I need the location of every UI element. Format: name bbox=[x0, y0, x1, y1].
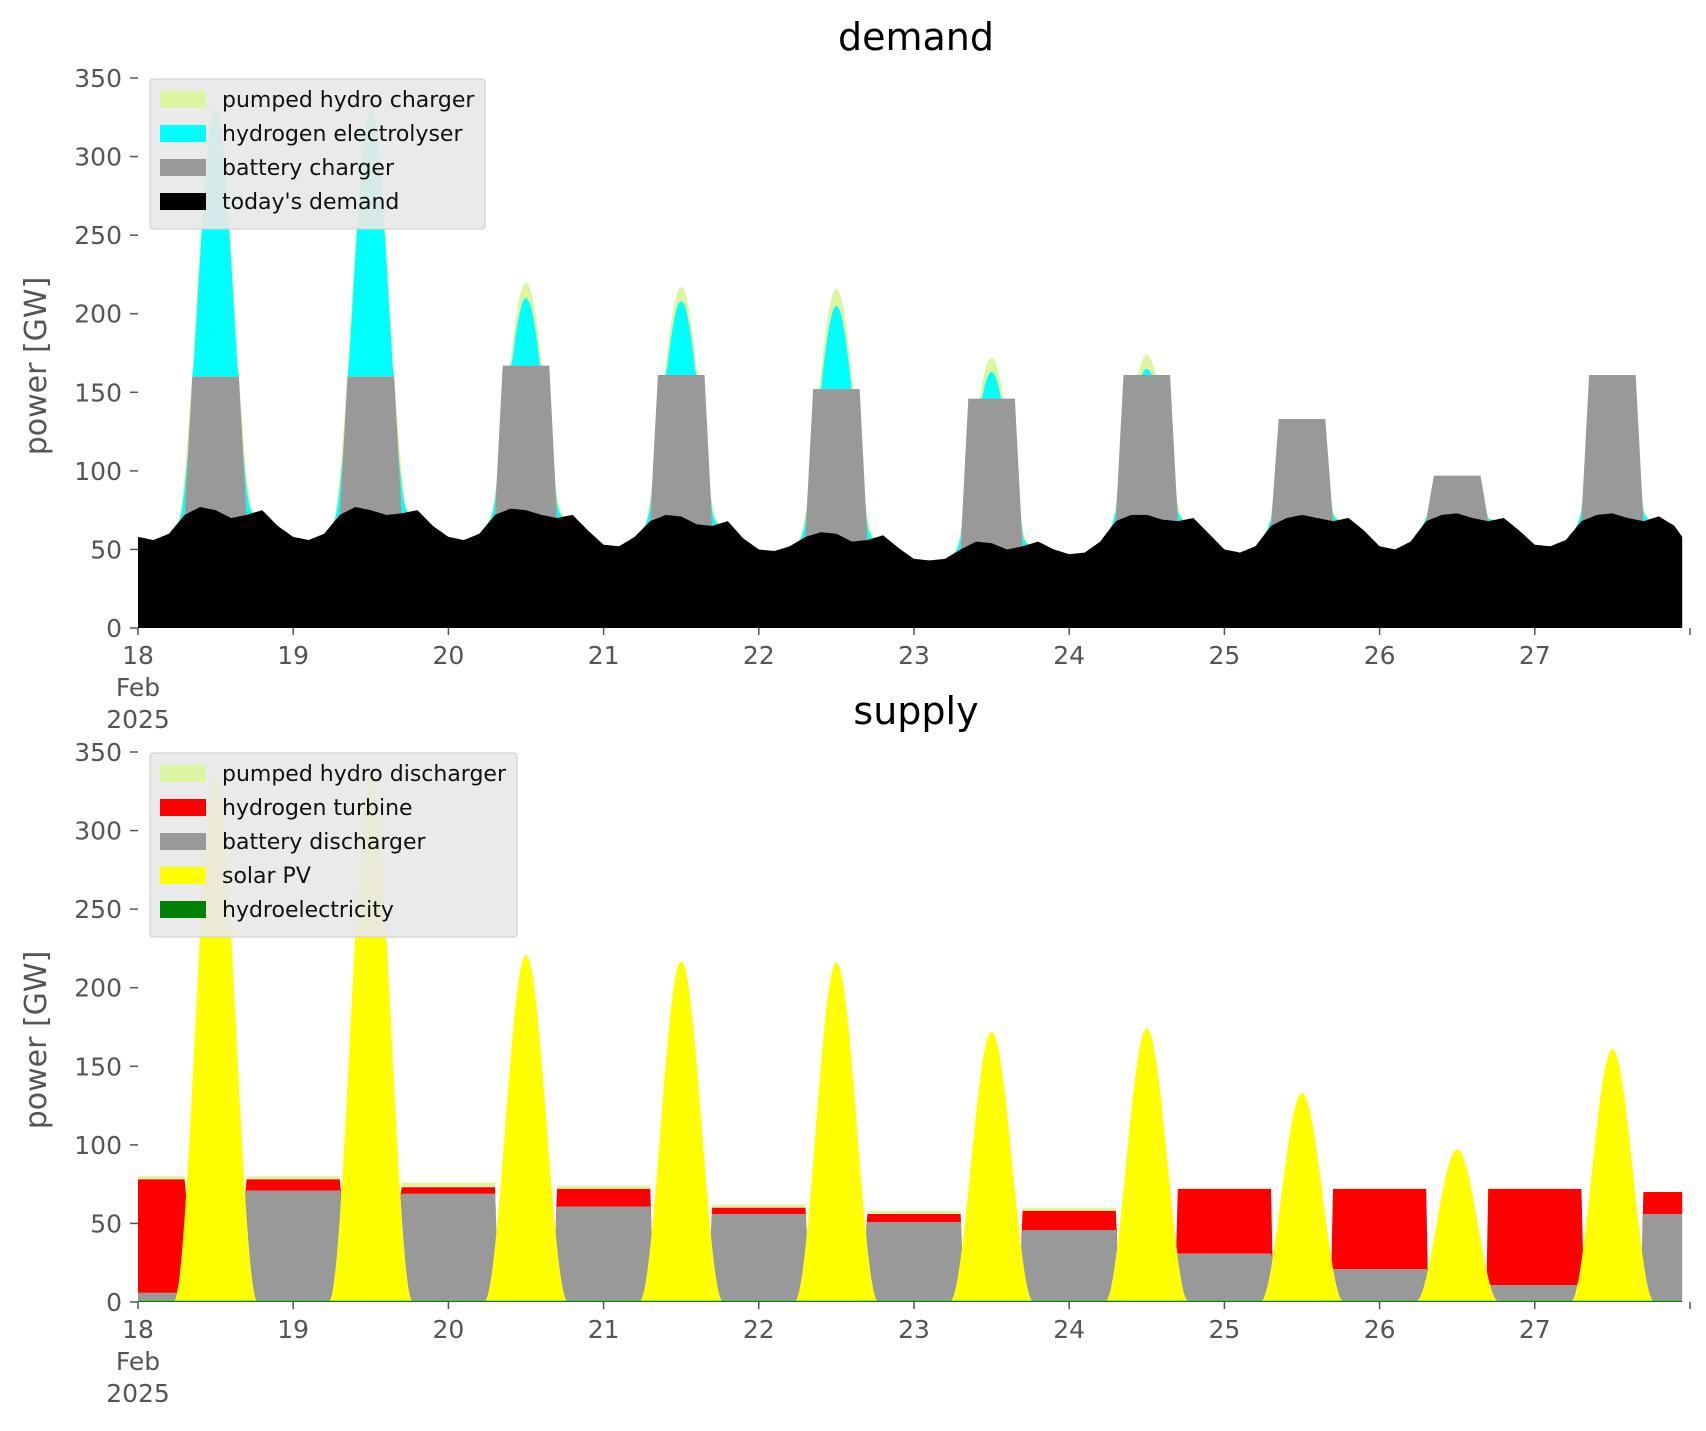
solar-pv-area bbox=[138, 775, 1683, 1301]
y-tick-label: 0 bbox=[106, 614, 122, 643]
axes: 0 50 100 150 200 250 300 350 18 Feb 2025 19 20 21 22 23… bbox=[74, 738, 1691, 1408]
hydroelectricity-area bbox=[138, 1300, 1683, 1302]
x-tick-label: Feb bbox=[116, 673, 160, 702]
y-tick-label: 250 bbox=[74, 221, 122, 250]
area-layers bbox=[138, 101, 1683, 628]
y-tick-label: 350 bbox=[74, 738, 122, 767]
y-tick-label: 200 bbox=[74, 300, 122, 329]
x-tick-label: 25 bbox=[1208, 641, 1240, 670]
legend-label: hydrogen turbine bbox=[222, 796, 413, 821]
legend-label: hydroelectricity bbox=[222, 898, 394, 923]
legend-label: battery charger bbox=[222, 156, 395, 181]
legend: pumped hydro discharger hydrogen turbine b… bbox=[149, 752, 518, 938]
x-tick-label: 19 bbox=[277, 1315, 309, 1344]
x-tick-label: 26 bbox=[1364, 641, 1396, 670]
y-axis-label: power [GW] bbox=[19, 951, 54, 1130]
legend-swatch bbox=[160, 901, 206, 918]
x-tick-label: 21 bbox=[588, 1315, 620, 1344]
chart-title: supply bbox=[853, 689, 978, 733]
legend-label: solar PV bbox=[222, 864, 311, 889]
x-tick-label: 2025 bbox=[106, 1379, 170, 1408]
y-tick-label: 50 bbox=[90, 1209, 122, 1238]
x-tick-label: 22 bbox=[743, 1315, 775, 1344]
todays-demand-area bbox=[138, 507, 1683, 628]
x-tick-label: 21 bbox=[588, 641, 620, 670]
legend-swatch bbox=[160, 91, 206, 108]
y-tick-label: 150 bbox=[74, 378, 122, 407]
battery-charger-area bbox=[138, 365, 1683, 561]
legend-swatch bbox=[160, 193, 206, 210]
x-tick-label: 25 bbox=[1208, 1315, 1240, 1344]
axes: 0 50 100 150 200 250 300 350 18 Feb 2025 19 20 21 22 23… bbox=[74, 64, 1691, 734]
y-tick-label: 300 bbox=[74, 143, 122, 172]
y-tick-label: 300 bbox=[74, 817, 122, 846]
legend-label: battery discharger bbox=[222, 830, 427, 855]
x-tick-label: 20 bbox=[432, 1315, 464, 1344]
legend-box bbox=[149, 78, 486, 230]
area-layers bbox=[138, 775, 1683, 1302]
x-tick-label: 27 bbox=[1519, 1315, 1551, 1344]
x-tick-label: 22 bbox=[743, 641, 775, 670]
hydrogen-turbine-area bbox=[138, 775, 1683, 1293]
legend-swatch bbox=[160, 799, 206, 816]
chart-title: demand bbox=[838, 15, 994, 59]
battery-discharger-area bbox=[138, 775, 1683, 1301]
legend-swatch bbox=[160, 159, 206, 176]
legend-swatch bbox=[160, 765, 206, 782]
x-tick-label: 18 bbox=[122, 641, 154, 670]
legend-label: today's demand bbox=[222, 190, 399, 215]
x-tick-label: 2025 bbox=[106, 705, 170, 734]
y-tick-label: 50 bbox=[90, 535, 122, 564]
y-axis-label: power [GW] bbox=[19, 277, 54, 456]
x-tick-label: 20 bbox=[432, 641, 464, 670]
legend-swatch bbox=[160, 867, 206, 884]
demand-chart: demand power [GW] 0 50 100 150 200 250 300 350 1… bbox=[19, 15, 1691, 734]
y-tick-label: 350 bbox=[74, 64, 122, 93]
legend-box bbox=[149, 752, 518, 938]
x-tick-label: 26 bbox=[1364, 1315, 1396, 1344]
x-tick-label: 19 bbox=[277, 641, 309, 670]
legend-swatch bbox=[160, 833, 206, 850]
x-tick-label: Feb bbox=[116, 1347, 160, 1376]
legend-label: hydrogen electrolyser bbox=[222, 122, 463, 147]
legend-swatch bbox=[160, 125, 206, 142]
legend-label: pumped hydro discharger bbox=[222, 762, 507, 787]
y-tick-label: 0 bbox=[106, 1288, 122, 1317]
x-tick-label: 24 bbox=[1053, 641, 1085, 670]
x-tick-label: 24 bbox=[1053, 1315, 1085, 1344]
x-tick-label: 27 bbox=[1519, 641, 1551, 670]
supply-chart: supply power [GW] 0 50 100 150 200 250 300 350 1… bbox=[19, 689, 1691, 1408]
y-tick-label: 250 bbox=[74, 895, 122, 924]
y-tick-label: 100 bbox=[74, 457, 122, 486]
y-tick-label: 200 bbox=[74, 974, 122, 1003]
y-tick-label: 100 bbox=[74, 1131, 122, 1160]
x-tick-label: 23 bbox=[898, 1315, 930, 1344]
x-tick-label: 23 bbox=[898, 641, 930, 670]
legend-label: pumped hydro charger bbox=[222, 88, 475, 113]
y-tick-label: 150 bbox=[74, 1052, 122, 1081]
x-tick-label: 18 bbox=[122, 1315, 154, 1344]
legend: pumped hydro charger hydrogen electrolyse… bbox=[149, 78, 486, 230]
